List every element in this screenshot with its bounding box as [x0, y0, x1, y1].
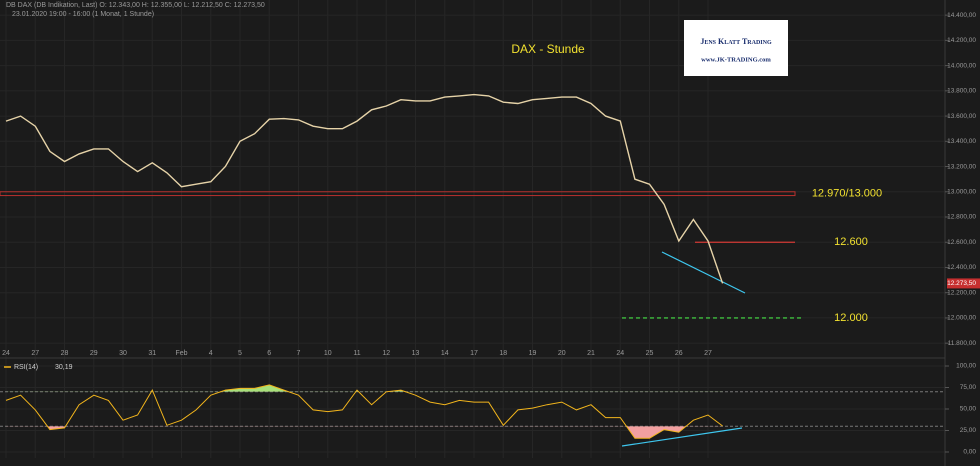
level-label: 12.000: [834, 312, 868, 324]
x-tick-label: 30: [119, 350, 127, 357]
y-tick-label: 14.200,00: [947, 37, 976, 44]
x-tick-label: 31: [148, 350, 156, 357]
y-tick-label: 100,00: [956, 363, 976, 370]
x-tick-label: 27: [31, 350, 39, 357]
y-tick-label: 75,00: [960, 384, 977, 391]
y-tick-label: 13.800,00: [947, 88, 976, 95]
y-tick-label: 12.000,00: [947, 315, 976, 322]
x-tick-label: 13: [412, 350, 420, 357]
x-tick-label: 20: [558, 350, 566, 357]
x-tick-label: 4: [209, 350, 213, 357]
x-tick-label: Feb: [175, 350, 187, 357]
y-tick-label: 50,00: [960, 406, 977, 413]
rsi-value-label: 30,19: [55, 364, 73, 371]
chart-title: DAX - Stunde: [511, 42, 585, 56]
logo-box: [684, 20, 788, 76]
x-tick-label: 26: [675, 350, 683, 357]
x-tick-label: 24: [616, 350, 624, 357]
y-tick-label: 13.200,00: [947, 163, 976, 170]
last-price-box: [947, 278, 980, 289]
y-tick-label: 25,00: [960, 427, 977, 434]
y-tick-label: 13.000,00: [947, 188, 976, 195]
y-tick-label: 11.800,00: [948, 340, 977, 347]
rsi-title: RSI(14): [14, 364, 38, 371]
y-tick-label: 12.600,00: [947, 239, 976, 246]
x-tick-label: 10: [324, 350, 332, 357]
y-tick-label: 14.400,00: [947, 12, 976, 19]
price-line: [5, 384, 723, 439]
y-tick-label: 13.400,00: [947, 138, 976, 145]
x-tick-label: 25: [646, 350, 654, 357]
x-tick-label: 5: [238, 350, 242, 357]
x-tick-label: 19: [529, 350, 537, 357]
x-tick-label: 28: [61, 350, 69, 357]
logo-url: www.JK-TRADING.com: [701, 56, 771, 63]
logo-name: Jens Klatt Trading: [700, 37, 772, 46]
x-tick-label: 29: [90, 350, 98, 357]
rsi-trend-line: [621, 427, 743, 447]
y-tick-label: 12.400,00: [947, 264, 976, 271]
x-tick-label: 17: [470, 350, 478, 357]
y-tick-label: 12.800,00: [947, 214, 976, 221]
resistance-zone: [0, 191, 796, 197]
x-tick-label: 21: [587, 350, 595, 357]
y-tick-label: 14.000,00: [947, 62, 976, 69]
x-tick-label: 7: [297, 350, 301, 357]
level-label: 12.600: [834, 236, 868, 248]
period: 23.01.2020 19:00 - 16:00 (1 Monat, 1 Stu…: [12, 11, 154, 18]
price-line: [5, 93, 724, 284]
x-tick-label: 6: [267, 350, 271, 357]
x-tick-label: 18: [499, 350, 507, 357]
trend-line: [661, 251, 746, 294]
x-tick-label: 24: [2, 350, 10, 357]
instrument: DB DAX (DB Indikation, Last) O: 12.343,0…: [6, 2, 265, 9]
level-label: 12.970/13.000: [812, 188, 882, 200]
last-price-label: 12.273,50: [947, 280, 976, 287]
y-tick-label: 12.200,00: [947, 289, 976, 296]
x-tick-label: 27: [704, 350, 712, 357]
x-tick-label: 11: [353, 350, 360, 357]
y-tick-label: 0,00: [963, 449, 976, 456]
x-tick-label: 14: [441, 350, 449, 357]
x-tick-label: 12: [382, 350, 390, 357]
y-tick-label: 13.600,00: [947, 113, 976, 120]
